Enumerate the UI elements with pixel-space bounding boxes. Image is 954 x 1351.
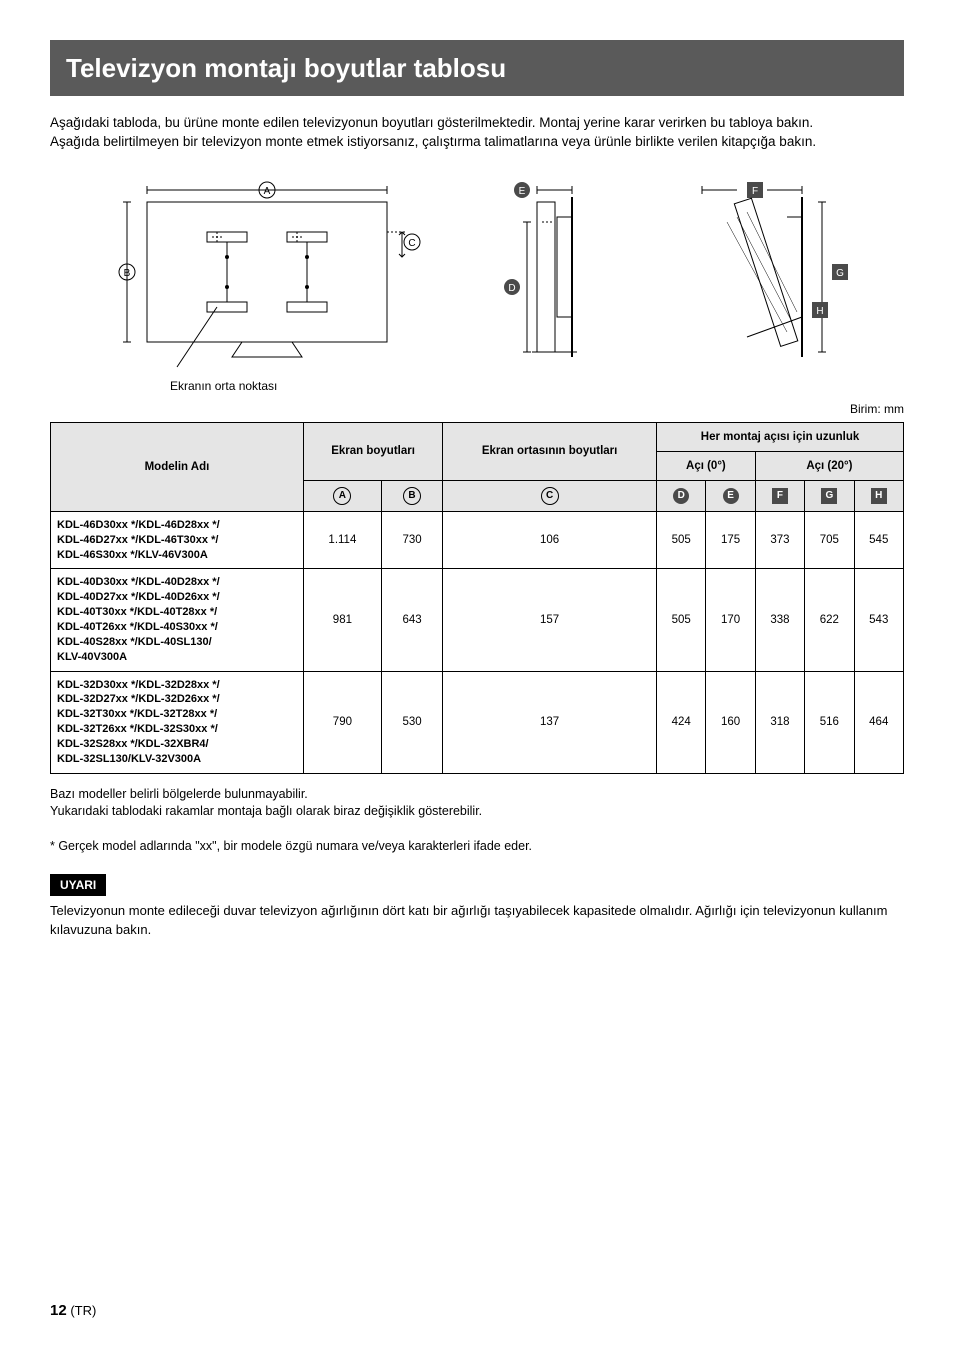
cell: 516 [805, 671, 854, 773]
th-F: F [755, 480, 804, 511]
th-center: Ekran ortasının boyutları [443, 422, 657, 480]
svg-text:H: H [816, 306, 823, 317]
cell: 424 [657, 671, 706, 773]
table-row: KDL-46D30xx */KDL-46D28xx */KDL-46D27xx … [51, 511, 904, 569]
spec-table: Modelin Adı Ekran boyutları Ekran ortası… [50, 422, 904, 774]
cell: 318 [755, 671, 804, 773]
svg-text:D: D [508, 283, 515, 294]
cell: 137 [443, 671, 657, 773]
page-number-num: 12 [50, 1302, 67, 1319]
cell: 981 [303, 569, 381, 671]
svg-text:E: E [519, 186, 526, 197]
svg-text:F: F [752, 186, 758, 197]
page-number: 12 (TR) [50, 1300, 96, 1321]
cell: 106 [443, 511, 657, 569]
th-G: G [805, 480, 854, 511]
diagram-side-20: F G H [647, 172, 867, 372]
unit-label: Birim: mm [50, 401, 904, 418]
cell: 505 [657, 569, 706, 671]
th-C: C [443, 480, 657, 511]
cell: 543 [854, 569, 903, 671]
cell: 622 [805, 569, 854, 671]
cell: 464 [854, 671, 903, 773]
th-angle0: Açı (0°) [657, 451, 756, 480]
cell: 545 [854, 511, 903, 569]
th-length: Her montaj açısı için uzunluk [657, 422, 904, 451]
table-row: KDL-40D30xx */KDL-40D28xx */KDL-40D27xx … [51, 569, 904, 671]
svg-text:C: C [408, 238, 415, 249]
cell-model: KDL-46D30xx */KDL-46D28xx */KDL-46D27xx … [51, 511, 304, 569]
th-angle20: Açı (20°) [755, 451, 903, 480]
diagram-front: A B C [87, 172, 447, 372]
note3: * Gerçek model adlarında "xx", bir model… [50, 838, 904, 856]
cell: 790 [303, 671, 381, 773]
cell: 157 [443, 569, 657, 671]
cell: 373 [755, 511, 804, 569]
diagram-caption: Ekranın orta noktası [170, 378, 904, 395]
cell: 505 [657, 511, 706, 569]
th-model: Modelin Adı [51, 422, 304, 511]
diagram-side-0: E D [477, 172, 617, 372]
note1: Bazı modeller belirli bölgelerde bulunma… [50, 786, 904, 804]
th-A: A [303, 480, 381, 511]
warning-text: Televizyonun monte edileceği duvar telev… [50, 902, 904, 938]
cell: 175 [706, 511, 755, 569]
svg-text:A: A [264, 186, 271, 197]
cell: 705 [805, 511, 854, 569]
th-B: B [381, 480, 442, 511]
page-title: Televizyon montajı boyutlar tablosu [50, 40, 904, 96]
svg-text:B: B [124, 268, 131, 279]
cell-model: KDL-32D30xx */KDL-32D28xx */KDL-32D27xx … [51, 671, 304, 773]
page-number-lang: (TR) [70, 1303, 96, 1318]
intro-p1: Aşağıdaki tabloda, bu ürüne monte edilen… [50, 115, 813, 130]
cell-model: KDL-40D30xx */KDL-40D28xx */KDL-40D27xx … [51, 569, 304, 671]
notes: Bazı modeller belirli bölgelerde bulunma… [50, 786, 904, 856]
cell: 160 [706, 671, 755, 773]
cell: 338 [755, 569, 804, 671]
th-D: D [657, 480, 706, 511]
cell: 530 [381, 671, 442, 773]
th-screen: Ekran boyutları [303, 422, 442, 480]
intro-text: Aşağıdaki tabloda, bu ürüne monte edilen… [50, 114, 904, 152]
note2: Yukarıdaki tablodaki rakamlar montaja ba… [50, 803, 904, 821]
table-row: KDL-32D30xx */KDL-32D28xx */KDL-32D27xx … [51, 671, 904, 773]
diagram-row: A B C E [50, 172, 904, 372]
cell: 730 [381, 511, 442, 569]
cell: 1.114 [303, 511, 381, 569]
cell: 643 [381, 569, 442, 671]
svg-text:G: G [836, 268, 844, 279]
th-H: H [854, 480, 903, 511]
th-E: E [706, 480, 755, 511]
warning-label: UYARI [50, 874, 106, 897]
intro-p2: Aşağıda belirtilmeyen bir televizyon mon… [50, 134, 816, 149]
cell: 170 [706, 569, 755, 671]
